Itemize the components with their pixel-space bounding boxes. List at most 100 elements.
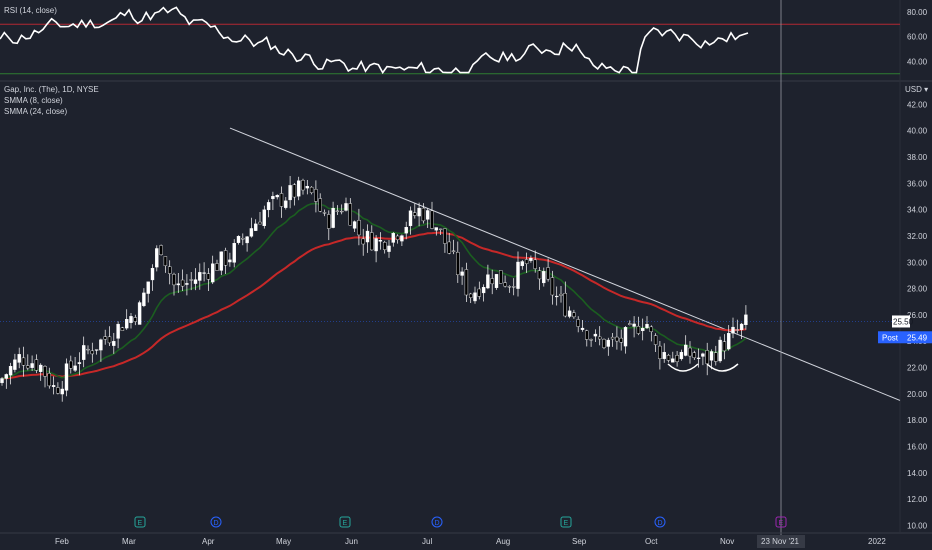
candle-body: [90, 350, 95, 355]
candle-body: [185, 283, 189, 285]
candle-body: [69, 360, 73, 369]
x-tick-label: Oct: [645, 537, 658, 546]
price-tick-label: 20.00: [907, 390, 928, 399]
candle-body: [486, 274, 490, 289]
candle-body: [275, 195, 279, 198]
price-tick-label: 10.00: [907, 521, 928, 530]
price-tick-label: 18.00: [907, 416, 928, 425]
candle-body: [228, 259, 232, 263]
candle-body: [507, 286, 512, 288]
x-tick-label: Jun: [345, 537, 358, 546]
dividend-marker: [431, 516, 443, 528]
candle-body: [331, 207, 335, 228]
candle-body: [163, 256, 168, 266]
candle-body: [636, 326, 641, 334]
x-tick-label: Mar: [122, 537, 136, 546]
candle-body: [258, 221, 262, 225]
candle-body: [189, 279, 193, 281]
x-tick-label: Feb: [55, 537, 69, 546]
candle-body: [391, 232, 395, 243]
candle-body: [580, 327, 585, 330]
candle-body: [641, 327, 645, 332]
candle-body: [709, 351, 714, 361]
pattern-arc-right: [706, 363, 739, 372]
candle-body: [271, 196, 275, 200]
x-tick-label: Aug: [496, 537, 510, 546]
candle-body: [81, 345, 86, 360]
candle-body: [722, 341, 727, 352]
price-tick-label: 32.00: [907, 232, 928, 241]
candle-body: [653, 335, 658, 345]
candle-body: [400, 235, 404, 242]
candle-body: [533, 259, 537, 269]
ma-fast-line: [1, 202, 747, 380]
candle-body: [318, 198, 322, 212]
candle-body: [159, 245, 163, 256]
candle-body: [671, 358, 675, 363]
candle-body: [426, 210, 430, 220]
candle-body: [443, 228, 447, 244]
candle-body: [692, 352, 696, 358]
candle-body: [146, 281, 150, 294]
candle-body: [602, 338, 606, 348]
ma-slow-label: SMMA (24, close): [4, 107, 68, 116]
candle-body: [714, 352, 718, 362]
candle-body: [210, 263, 215, 283]
candle-body: [103, 336, 107, 340]
earnings-marker: [134, 516, 146, 528]
candle-body: [555, 295, 559, 298]
candle-body: [116, 323, 120, 339]
candle-body: [374, 238, 378, 252]
post-tag-value: 25.49: [907, 333, 928, 342]
candle-body: [559, 293, 563, 296]
candle-body: [421, 207, 426, 222]
rsi-line: [0, 6, 749, 75]
candle-body: [490, 278, 494, 285]
candle-body: [649, 326, 653, 332]
candle-body: [73, 365, 77, 371]
candle-body: [744, 314, 748, 326]
cursor-date-label: 23 Nov '21: [761, 537, 800, 546]
candle-body: [606, 339, 610, 347]
candle-body: [632, 323, 636, 327]
candle-body: [352, 221, 357, 229]
candle-body: [344, 203, 348, 211]
x-tick-label: Jul: [422, 537, 432, 546]
candle-body: [34, 359, 39, 371]
candle-body: [223, 250, 228, 266]
candle-body: [477, 288, 481, 297]
candle-body: [180, 279, 185, 287]
candle-body: [284, 200, 288, 208]
candle-body: [628, 323, 632, 325]
candle-body: [524, 259, 529, 264]
candle-body: [378, 240, 383, 242]
candle-body: [219, 251, 224, 271]
candle-body: [4, 374, 9, 379]
candle-body: [112, 341, 116, 346]
candle-body: [675, 355, 679, 363]
candle-body: [417, 207, 421, 217]
candle-body: [731, 326, 735, 334]
candle-body: [546, 267, 550, 280]
x-tick-label: May: [276, 537, 291, 546]
candle-body: [434, 227, 438, 231]
candle-body: [30, 363, 34, 368]
candle-body: [473, 292, 477, 302]
candle-body: [150, 268, 155, 281]
dividend-label: D: [214, 520, 219, 527]
candle-body: [198, 272, 202, 281]
post-price-tag: [878, 331, 932, 344]
earnings-label: E: [138, 520, 143, 527]
candle-body: [301, 180, 305, 191]
candle-body: [688, 347, 692, 357]
candle-body: [494, 274, 499, 288]
candle-body: [202, 272, 206, 274]
candle-body: [701, 353, 705, 357]
candle-body: [413, 212, 417, 216]
price-tick-label: 28.00: [907, 285, 928, 294]
candle-body: [567, 310, 572, 317]
candle-body: [615, 336, 619, 342]
price-tick-label: 34.00: [907, 206, 928, 215]
last-price-label: 25.50: [893, 317, 914, 326]
